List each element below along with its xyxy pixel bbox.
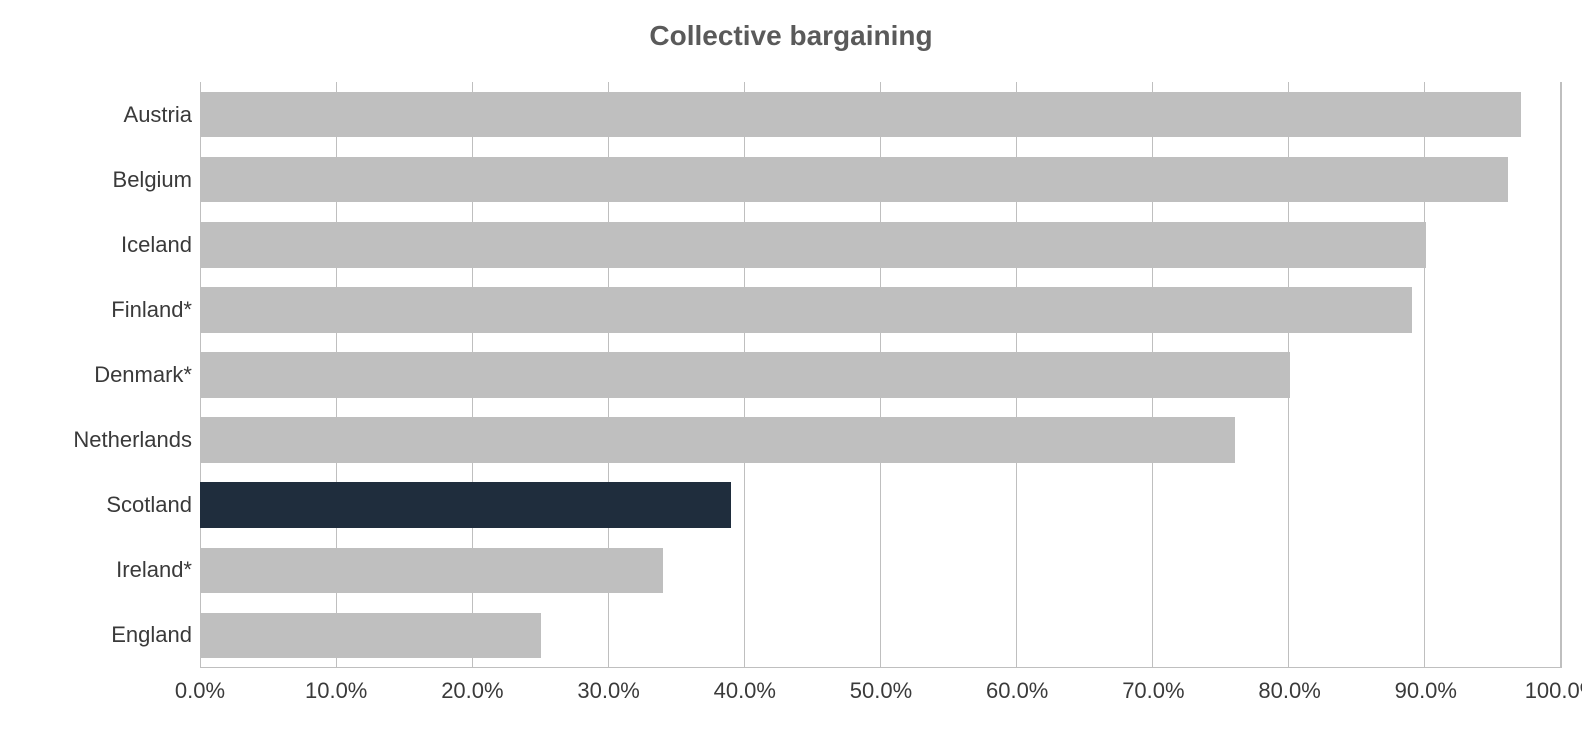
- x-axis-tick-label: 60.0%: [986, 678, 1048, 704]
- bar-slot: [200, 82, 1562, 147]
- bar: [200, 613, 541, 659]
- x-axis-tick-label: 100.0%: [1525, 678, 1582, 704]
- bar-slot: [200, 473, 1562, 538]
- x-axis-line: [200, 667, 1562, 668]
- x-axis-tick-label: 80.0%: [1258, 678, 1320, 704]
- bar-slot: [200, 212, 1562, 277]
- bar: [200, 157, 1508, 203]
- y-axis-label: England: [20, 622, 192, 648]
- y-axis-label: Ireland*: [20, 557, 192, 583]
- chart-title: Collective bargaining: [20, 20, 1562, 52]
- bar-slot: [200, 603, 1562, 668]
- y-axis-label: Iceland: [20, 232, 192, 258]
- y-axis-label: Belgium: [20, 167, 192, 193]
- x-axis-tick-label: 40.0%: [714, 678, 776, 704]
- x-axis-tick-label: 50.0%: [850, 678, 912, 704]
- bar: [200, 417, 1235, 463]
- x-axis-tick-label: 90.0%: [1395, 678, 1457, 704]
- bar: [200, 548, 663, 594]
- bar: [200, 482, 731, 528]
- y-axis-labels: Austria Belgium Iceland Finland* Denmark* Net…: [20, 82, 200, 668]
- x-labels-spacer: [20, 678, 200, 708]
- x-axis-tick-label: 30.0%: [577, 678, 639, 704]
- y-axis-label: Netherlands: [20, 427, 192, 453]
- plot-area: Austria Belgium Iceland Finland* Denmark* Net…: [20, 82, 1562, 668]
- y-axis-label: Finland*: [20, 297, 192, 323]
- x-axis-labels: 0.0% 10.0% 20.0% 30.0% 40.0% 50.0% 60.0% 70.0% 8…: [20, 678, 1562, 708]
- bar-slot: [200, 538, 1562, 603]
- bar: [200, 222, 1426, 268]
- bar: [200, 287, 1412, 333]
- y-axis-label: Scotland: [20, 492, 192, 518]
- bar-slot: [200, 277, 1562, 342]
- bar: [200, 352, 1290, 398]
- y-axis-label: Denmark*: [20, 362, 192, 388]
- bar-slot: [200, 342, 1562, 407]
- x-axis-tick-label: 70.0%: [1122, 678, 1184, 704]
- bars-grid: [200, 82, 1562, 668]
- bar-slot: [200, 147, 1562, 212]
- x-axis-tick-label: 20.0%: [441, 678, 503, 704]
- x-axis-tick-label: 10.0%: [305, 678, 367, 704]
- bars-layer: [200, 82, 1562, 668]
- bar-slot: [200, 408, 1562, 473]
- bar: [200, 92, 1521, 138]
- y-axis-label: Austria: [20, 102, 192, 128]
- x-axis-tick-label: 0.0%: [175, 678, 225, 704]
- x-labels-track: 0.0%10.0%20.0%30.0%40.0%50.0%60.0%70.0%8…: [200, 678, 1562, 708]
- chart-container: Collective bargaining Austria Belgium Icel…: [20, 20, 1562, 710]
